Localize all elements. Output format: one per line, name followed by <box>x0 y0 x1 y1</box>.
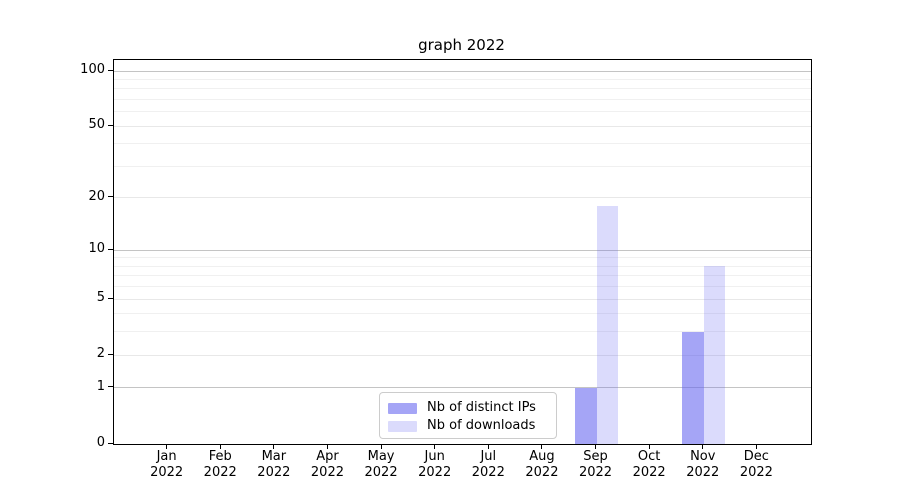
x-tick-aug <box>541 444 543 449</box>
bar-sep-distinct-ips <box>575 387 597 444</box>
gridline-y-60 <box>114 111 811 113</box>
x-tick-label-dec: Dec 2022 <box>739 449 773 480</box>
gridline-y-40 <box>114 143 811 145</box>
x-tick-oct <box>648 444 650 449</box>
y-tick-1 <box>108 386 113 388</box>
x-tick-label-mar: Mar 2022 <box>257 449 291 480</box>
x-tick-jul <box>487 444 489 449</box>
y-tick-5 <box>108 297 113 299</box>
x-tick-label-nov: Nov 2022 <box>686 449 720 480</box>
plot-area: Nb of distinct IPs Nb of downloads <box>113 59 812 445</box>
x-tick-label-feb: Feb 2022 <box>203 449 237 480</box>
bar-nov-downloads <box>703 266 726 444</box>
gridline-y-3 <box>114 331 811 333</box>
y-tick-0 <box>108 442 113 444</box>
gridline-y-5 <box>114 298 811 300</box>
x-tick-jun <box>434 444 436 449</box>
chart-title: graph 2022 <box>418 36 505 54</box>
x-tick-label-oct: Oct 2022 <box>632 449 666 480</box>
gridline-y-10 <box>114 249 811 251</box>
legend-item-distinct-ips: Nb of distinct IPs <box>388 399 548 417</box>
gridline-y-20 <box>114 197 811 199</box>
gridline-y-1 <box>114 387 811 389</box>
x-tick-feb <box>219 444 221 449</box>
legend-swatch-distinct-ips <box>388 402 417 414</box>
x-tick-label-jun: Jun 2022 <box>418 449 452 480</box>
y-tick-label-2: 2 <box>96 346 105 362</box>
x-tick-sep <box>595 444 597 449</box>
gridline-y-6 <box>114 286 811 288</box>
y-tick-100 <box>108 69 113 71</box>
gridline-y-70 <box>114 98 811 100</box>
gridline-y-4 <box>114 313 811 315</box>
x-tick-nov <box>702 444 704 449</box>
y-tick-label-5: 5 <box>96 290 105 306</box>
x-tick-jan <box>166 444 168 449</box>
legend-item-downloads: Nb of downloads <box>388 417 548 435</box>
x-tick-may <box>380 444 382 449</box>
gridline-y-100 <box>114 70 811 72</box>
x-tick-label-apr: Apr 2022 <box>310 449 344 480</box>
y-tick-label-20: 20 <box>88 188 105 204</box>
gridline-y-30 <box>114 165 811 167</box>
legend-label-distinct-ips: Nb of distinct IPs <box>427 400 536 415</box>
legend-swatch-downloads <box>388 420 417 432</box>
y-tick-label-0: 0 <box>96 435 105 450</box>
gridline-y-90 <box>114 78 811 80</box>
y-tick-2 <box>108 353 113 355</box>
gridline-y-80 <box>114 88 811 90</box>
gridline-y-7 <box>114 275 811 277</box>
y-tick-10 <box>108 248 113 250</box>
gridline-y-8 <box>114 265 811 267</box>
gridline-y-2 <box>114 354 811 356</box>
legend: Nb of distinct IPs Nb of downloads <box>379 392 557 439</box>
legend-label-downloads: Nb of downloads <box>427 418 536 433</box>
x-tick-label-sep: Sep 2022 <box>578 449 613 480</box>
y-tick-label-1: 1 <box>96 378 105 394</box>
x-tick-label-aug: Aug 2022 <box>525 449 559 480</box>
y-tick-label-100: 100 <box>80 62 105 77</box>
x-tick-label-jul: Jul 2022 <box>471 449 505 480</box>
x-tick-mar <box>273 444 275 449</box>
y-tick-50 <box>108 124 113 126</box>
gridline-y-9 <box>114 257 811 259</box>
x-tick-apr <box>326 444 328 449</box>
y-tick-20 <box>108 196 113 198</box>
x-tick-label-jan: Jan 2022 <box>150 449 184 480</box>
y-tick-label-10: 10 <box>88 241 105 257</box>
x-tick-dec <box>755 444 757 449</box>
x-tick-label-may: May 2022 <box>364 449 398 480</box>
bar-sep-downloads <box>596 206 619 444</box>
bar-nov-distinct-ips <box>682 331 704 444</box>
y-tick-label-50: 50 <box>88 117 105 133</box>
gridline-y-50 <box>114 125 811 127</box>
